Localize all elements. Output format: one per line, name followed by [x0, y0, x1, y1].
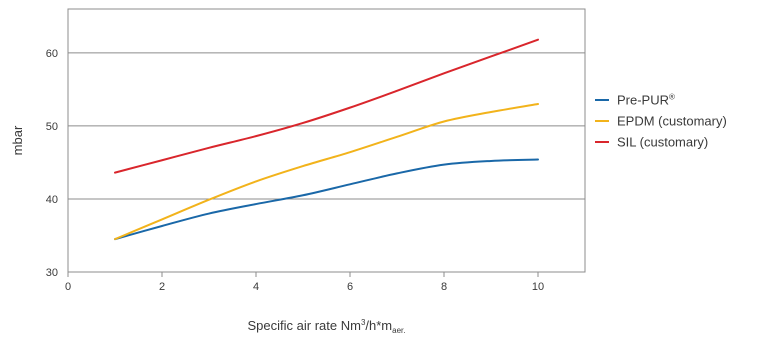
grid-layer	[68, 52, 585, 200]
x-tick-label: 2	[159, 281, 165, 293]
legend-label-epdm-customary: EPDM (customary)	[617, 114, 727, 129]
series-line-epdm-customary	[114, 102, 539, 241]
legend-label-pre-pur: Pre-PUR®	[617, 93, 675, 108]
legend-label-sil-customary: SIL (customary)	[617, 135, 708, 150]
x-tick-label: 10	[532, 281, 544, 293]
x-tick-label: 6	[347, 281, 353, 293]
x-tick-label: 8	[441, 281, 447, 293]
y-tick-label: 60	[46, 48, 58, 60]
x-tick-label: 4	[253, 281, 259, 293]
x-axis-title-main: Specific air rate Nm	[248, 318, 361, 333]
legend-label-sup: ®	[669, 93, 675, 102]
series-line-sil-customary	[114, 38, 539, 174]
plot-area-frame	[67, 8, 586, 273]
series-layer	[114, 38, 539, 241]
y-tick-label: 40	[46, 194, 58, 206]
x-tick-label: 0	[65, 281, 71, 293]
x-axis-title: Specific air rate Nm3/h*maer.	[248, 318, 406, 335]
legend: Pre-PUR® EPDM (customary) SIL (customary)	[595, 93, 727, 150]
y-axis-title: mbar	[10, 125, 25, 155]
x-axis-title-sub: aer.	[392, 326, 405, 335]
y-tick-label: 30	[46, 267, 58, 279]
tick-layer: 30 40 50 60 0 2 4 6 8 10	[46, 48, 544, 293]
x-axis-title-middle: /h*m	[365, 318, 392, 333]
series-line-pre-pur	[114, 158, 539, 241]
x-axis-title-sup: 3	[361, 318, 366, 327]
y-tick-label: 50	[46, 121, 58, 133]
